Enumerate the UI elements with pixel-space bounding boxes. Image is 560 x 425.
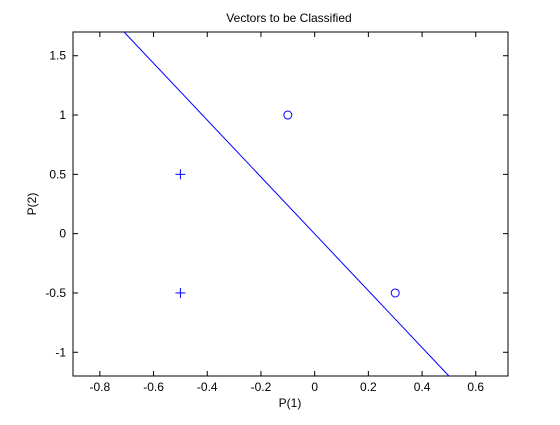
y-axis-label: P(2) [25, 193, 39, 216]
x-tick-label: 0.2 [360, 380, 377, 394]
axis-ticks: -0.8 -0.6 -0.4 -0.2 0 0.2 0.4 0.6 -1 -0.5 0 0.5 1 1.5 [45, 32, 508, 394]
decision-boundary-layer [123, 31, 450, 377]
circle-marker [390, 288, 400, 298]
axes-box [72, 31, 509, 377]
x-tick-label: 0.4 [414, 380, 431, 394]
x-tick-label: 0 [311, 380, 318, 394]
plus-marker [175, 287, 186, 298]
y-tick-label: 1 [59, 108, 66, 122]
plot-area: -0.8 -0.6 -0.4 -0.2 0 0.2 0.4 0.6 -1 -0.5 0 0.5 1 1.5 [45, 31, 509, 394]
y-tick-label: 0.5 [49, 167, 66, 181]
chart-title: Vectors to be Classified [226, 11, 351, 25]
x-tick-label: 0.6 [467, 380, 484, 394]
y-tick-label: 1.5 [49, 49, 66, 63]
data-markers-layer [175, 110, 400, 298]
x-tick-label: -0.4 [197, 380, 218, 394]
decision-boundary-line [123, 31, 450, 377]
x-tick-label: -0.6 [143, 380, 164, 394]
x-tick-label: -0.2 [251, 380, 272, 394]
y-tick-label: -0.5 [45, 286, 66, 300]
circle-marker [283, 110, 293, 120]
y-tick-label: -1 [55, 345, 66, 359]
x-tick-label: -0.8 [90, 380, 111, 394]
plus-marker [175, 169, 186, 180]
x-axis-label: P(1) [279, 396, 302, 410]
y-tick-label: 0 [59, 227, 66, 241]
